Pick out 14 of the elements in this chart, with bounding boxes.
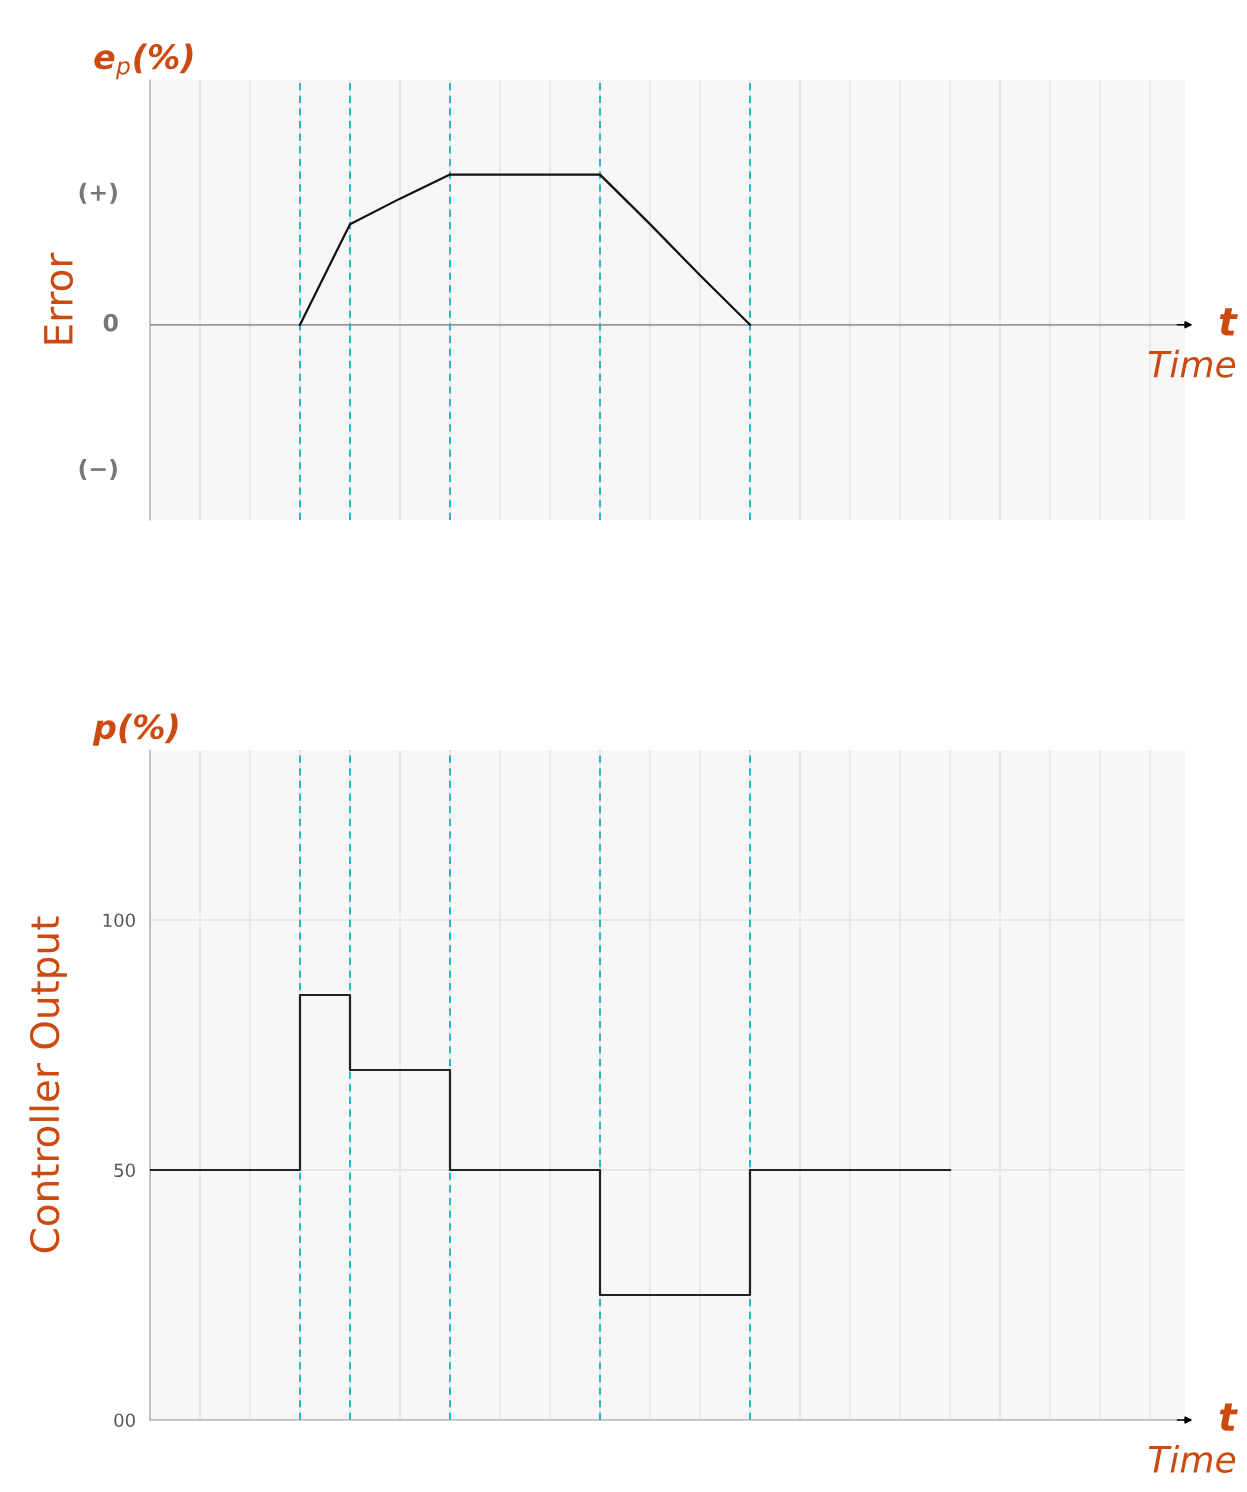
text: (+) xyxy=(79,182,117,204)
text: (−) xyxy=(79,459,117,481)
chart-title: p(%) xyxy=(92,713,178,746)
y-axis-title: Controller Output xyxy=(29,916,67,1253)
y-tick-label: 50 xyxy=(114,1163,135,1178)
text: t xyxy=(1219,1403,1238,1431)
y-axis-title: Error xyxy=(44,252,74,344)
text: 0 xyxy=(103,313,118,332)
x-axis-title: Time xyxy=(1148,1445,1236,1473)
x-axis-title: Time xyxy=(1148,349,1236,378)
text: t xyxy=(1219,308,1238,336)
chart-title: e$_{p}$(%) xyxy=(94,43,193,80)
y-tick-label: 100 xyxy=(103,913,135,928)
y-tick-label: 00 xyxy=(114,1413,135,1428)
